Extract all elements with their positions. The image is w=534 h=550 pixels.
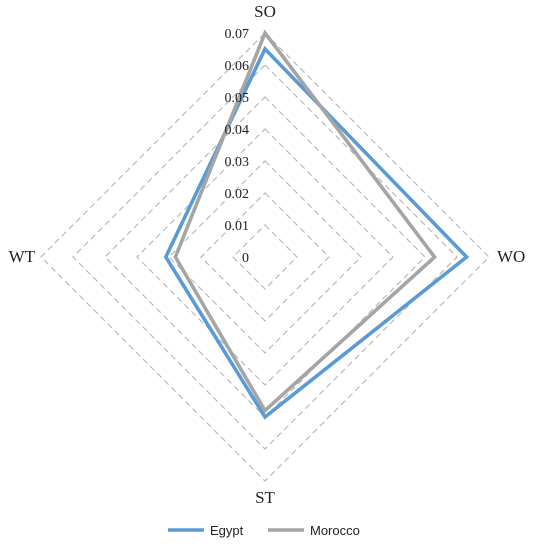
- grid-ring: [200, 192, 330, 322]
- legend-label-morocco: Morocco: [310, 523, 360, 538]
- radar-series: [163, 29, 470, 420]
- chart-legend: Egypt Morocco: [168, 523, 360, 538]
- tick-label: 0.05: [225, 91, 250, 106]
- axis-label-so: SO: [254, 2, 276, 21]
- tick-label: 0.03: [225, 155, 250, 170]
- tick-label: 0.07: [225, 27, 250, 42]
- tick-label: 0.04: [225, 123, 250, 138]
- radial-tick-labels: 0 0.01 0.02 0.03 0.04 0.05 0.06 0.07: [225, 27, 250, 266]
- grid-ring: [40, 32, 490, 482]
- tick-label: 0: [242, 251, 249, 266]
- axis-label-st: ST: [255, 488, 275, 507]
- grid-ring: [168, 160, 362, 354]
- tick-label: 0.01: [225, 219, 250, 234]
- legend-label-egypt: Egypt: [210, 523, 244, 538]
- tick-label: 0.06: [225, 59, 250, 74]
- tick-label: 0.02: [225, 187, 250, 202]
- grid-ring: [136, 128, 394, 386]
- grid-ring: [72, 64, 458, 450]
- axis-label-wo: WO: [497, 247, 525, 266]
- axis-label-wt: WT: [9, 247, 36, 266]
- grid-ring: [232, 224, 298, 290]
- series-line-egypt: [163, 45, 470, 420]
- series-line-morocco: [173, 29, 438, 414]
